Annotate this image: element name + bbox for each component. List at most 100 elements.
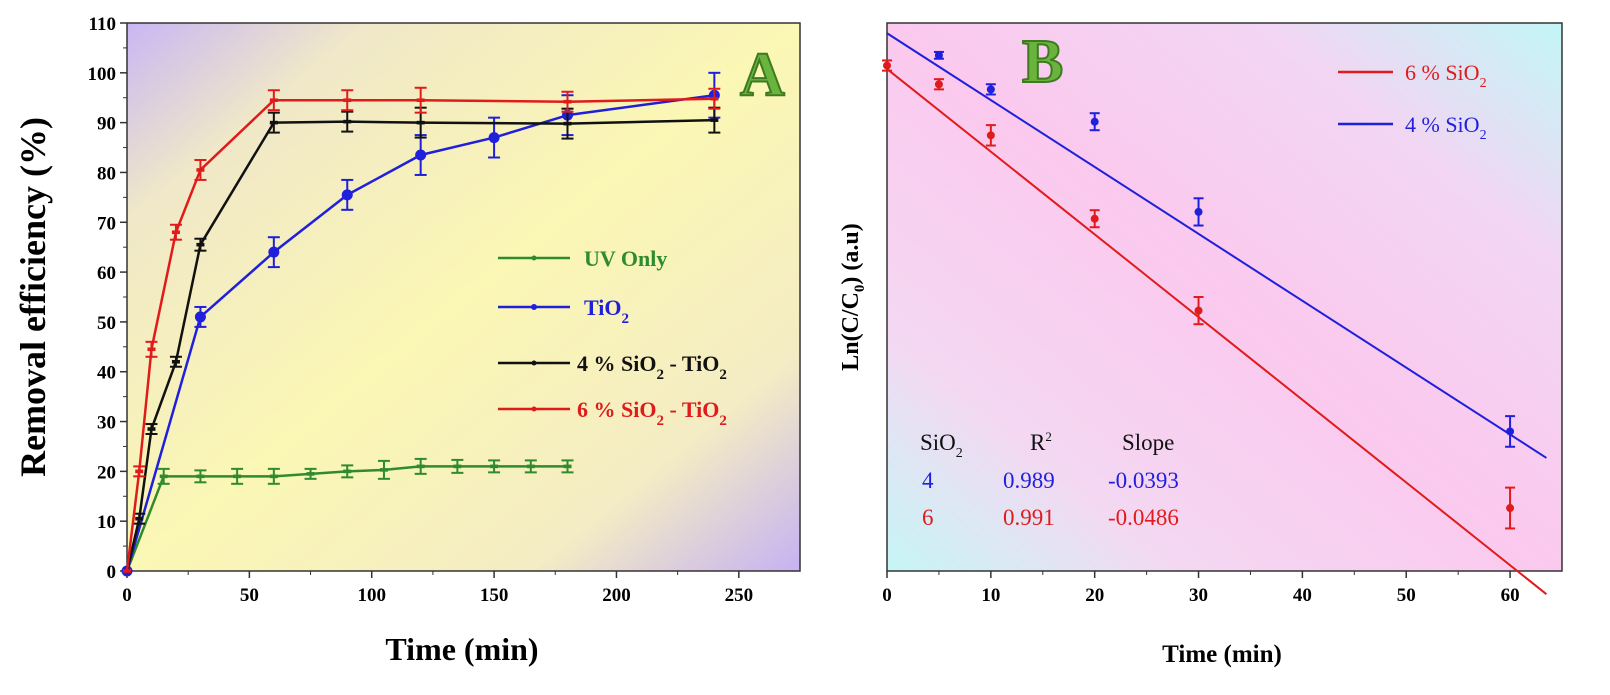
panel-a-letter: A (740, 41, 785, 109)
series-tio2-line (125, 93, 715, 572)
panel-a-y-tick-label-50: 50 (97, 313, 116, 334)
series-6-sio2-point (1506, 504, 1515, 513)
series-uv-only-point (453, 464, 462, 469)
series-6-sio2-tio2-point (563, 99, 572, 104)
fit-table: SiO2 R2 Slope 4 0.989 -0.0393 6 0.991 -0… (920, 429, 1179, 530)
series-6-sio2-point (986, 131, 995, 140)
series-4-sio2-tio2-point (135, 516, 144, 521)
series-6-sio2-fit-line (886, 68, 1548, 595)
series-6-sio2-tio2-point (269, 98, 278, 103)
series-4-sio2-tio2-point (147, 427, 156, 431)
series-4-sio2-tio2-point (563, 121, 572, 126)
series-uv-only-point (563, 464, 572, 469)
series-uv-only-point (233, 474, 242, 479)
series-4-sio2-tio2-point (343, 119, 352, 124)
series-6-sio2-tio2-point (147, 347, 156, 352)
series-uv-only-point (343, 469, 352, 474)
series-4-sio2-tio2-point (171, 359, 180, 364)
panel-b-x-tick-label-10: 10 (981, 585, 1000, 606)
series-uv-only-point (526, 464, 535, 469)
panel-a-x-tick-label-150: 150 (480, 585, 509, 606)
series-uv-only-point (379, 468, 388, 472)
legend-marker-tio2 (531, 304, 537, 310)
panel-b-y-axis-label: Ln(C/C0) (a.u) (838, 223, 868, 371)
panel-b: 0 10 20 30 40 50 60 B Time (min) Ln(C/C0) (a.u… (838, 22, 1563, 668)
legend-item-uv-only[interactable]: UV Only (498, 246, 667, 271)
panel-a-y-tick-label-0: 0 (107, 562, 117, 583)
panel-a-x-tick-label-0: 0 (122, 585, 132, 606)
panel-a: 0 50 100 150 200 250 0 10 20 30 40 50 60 70 80 90 100 110… (13, 14, 801, 667)
panel-b-x-tick-label-60: 60 (1501, 585, 1520, 606)
series-6-sio2-tio2-point (123, 569, 131, 573)
panel-b-x-tick-label-20: 20 (1085, 585, 1104, 606)
series-4-sio2-tio2-point (269, 120, 278, 125)
series-6-sio2-point (1194, 306, 1203, 315)
series-4-sio2-tio2-point (710, 118, 719, 122)
series-uv-only-point (490, 464, 499, 469)
series-4-sio2-point (1194, 207, 1203, 216)
panel-a-y-tick-label-80: 80 (97, 163, 116, 184)
series-4-sio2-tio2-point (196, 242, 205, 247)
series-uv-only-point (306, 472, 315, 476)
panel-a-x-tick-label-250: 250 (725, 585, 754, 606)
series-6-sio2-tio2-point (171, 230, 180, 235)
series-6-sio2-tio2 (123, 86, 721, 573)
series-6-sio2-tio2-line (125, 97, 715, 572)
legend-marker-6-sio2-tio2 (531, 406, 537, 412)
panel-a-series (121, 71, 721, 577)
series-tio2-point (268, 246, 280, 258)
panel-b-x-tick-label-30: 30 (1189, 585, 1208, 606)
series-uv-only-point (196, 474, 205, 479)
panel-b-x-tick-label-40: 40 (1293, 585, 1312, 606)
series-4-sio2-fit-line (886, 32, 1547, 459)
series-4-sio2-point (1090, 117, 1099, 126)
panel-b-x-tick-label-0: 0 (882, 585, 892, 606)
panel-b-x-tick-label-50: 50 (1397, 585, 1416, 606)
panel-a-y-tick-label-20: 20 (97, 462, 116, 483)
series-4-sio2-point (1506, 427, 1515, 436)
fit-table-row-4-r2: 0.989 (1003, 468, 1055, 493)
fit-table-row-6-r2: 0.991 (1003, 505, 1055, 530)
panel-a-x-tick-label-50: 50 (240, 585, 259, 606)
series-tio2-point (341, 189, 353, 201)
panel-b-axes: 0 10 20 30 40 50 60 (882, 571, 1520, 606)
panel-a-y-tick-label-60: 60 (97, 263, 116, 284)
legend-label-uv-only: UV Only (584, 246, 667, 271)
series-4-sio2-tio2-point (416, 120, 425, 125)
series-6-sio2-tio2-point (416, 98, 425, 103)
panel-a-y-tick-label-40: 40 (97, 363, 116, 384)
panel-a-y-tick-label-110: 110 (89, 14, 116, 35)
panel-b-letter: B (1022, 28, 1063, 96)
series-6-sio2-point (883, 61, 891, 70)
series-4-sio2-point (986, 85, 995, 94)
panel-b-x-axis-label: Time (min) (1162, 641, 1282, 668)
panel-a-y-tick-label-30: 30 (97, 413, 116, 434)
series-tio2-point (194, 311, 206, 323)
fit-table-header-slope: Slope (1122, 430, 1174, 455)
series-6-sio2-tio2-point (135, 469, 144, 474)
series-uv-only (123, 457, 574, 573)
panel-a-y-tick-label-90: 90 (97, 114, 116, 135)
series-4-sio2-tio2 (123, 106, 721, 573)
fit-table-row-4-slope: -0.0393 (1108, 468, 1179, 493)
series-uv-only-point (269, 474, 278, 479)
panel-a-y-tick-label-70: 70 (97, 213, 116, 234)
panel-a-y-tick-label-10: 10 (97, 512, 116, 533)
panel-a-plot-area (126, 22, 801, 572)
panel-a-x-tick-label-100: 100 (357, 585, 386, 606)
series-6-sio2 (882, 59, 1548, 595)
series-tio2-point (415, 149, 427, 161)
fit-table-row-6-slope: -0.0486 (1108, 505, 1179, 530)
fit-table-row-4-sio2: 4 (922, 468, 934, 493)
series-uv-only-point (159, 474, 168, 479)
series-6-sio2-tio2-point (710, 96, 719, 101)
panel-a-y-axis-label: Removal efficiency (%) (13, 117, 53, 477)
panel-a-axes: 0 50 100 150 200 250 0 10 20 30 40 50 60 70 80 90 100 110 (88, 14, 754, 606)
series-6-sio2-point (934, 80, 943, 89)
series-4-sio2-tio2-line (125, 118, 715, 572)
panel-b-series (882, 32, 1548, 595)
legend-marker-uv-only (531, 255, 537, 261)
series-uv-only-point (416, 464, 425, 469)
panel-b-plot-area (886, 22, 1563, 572)
